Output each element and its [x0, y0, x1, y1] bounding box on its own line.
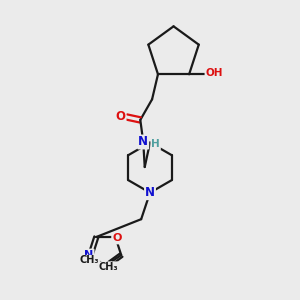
Text: O: O [116, 110, 126, 124]
Text: OH: OH [206, 68, 223, 78]
Text: H: H [151, 140, 160, 149]
Text: N: N [145, 186, 155, 199]
Text: N: N [84, 250, 94, 260]
Text: O: O [112, 233, 122, 244]
Text: CH₃: CH₃ [98, 262, 118, 272]
Text: N: N [138, 136, 148, 148]
Text: CH₃: CH₃ [80, 255, 100, 266]
